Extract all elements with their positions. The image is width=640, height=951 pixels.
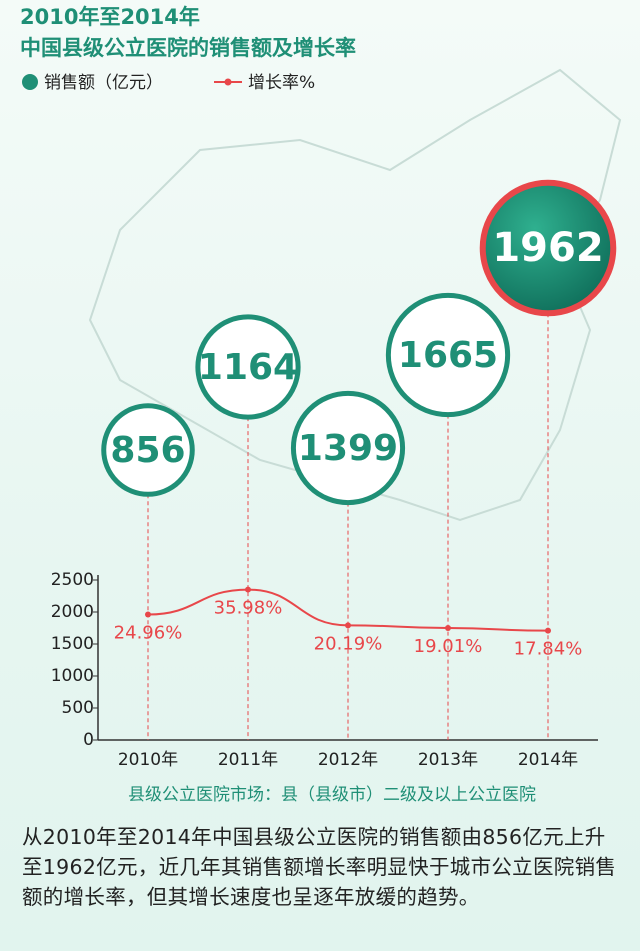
x-tick-label: 2013年 [418,750,478,770]
growth-point [145,611,151,618]
bubble-label: 1399 [298,428,398,469]
y-tick-label: 2500 [51,570,94,590]
growth-label: 19.01% [414,636,483,657]
chart-subtitle: 中国县级公立医院的销售额及增长率 [20,36,356,60]
legend-swatch [22,74,38,90]
y-tick-label: 1500 [51,634,94,654]
map-outline [88,68,622,522]
growth-point [545,627,551,634]
bubble-label: 1665 [398,335,498,376]
growth-label: 17.84% [514,639,583,660]
description: 从2010年至2014年中国县级公立医院的销售额由856亿元上升至1962亿元，… [22,825,617,909]
growth-label: 20.19% [314,633,383,654]
bubble-label: 856 [110,430,185,471]
growth-label: 35.98% [214,598,283,619]
x-tick-label: 2010年 [118,750,178,770]
growth-label: 24.96% [114,623,183,644]
y-tick-label: 1000 [51,666,94,686]
bubble-label: 1164 [198,347,298,388]
bubble [290,390,406,506]
bubble-label: 1962 [492,225,603,271]
legend-label: 销售额（亿元） [44,73,163,93]
x-tick-label: 2012年 [318,750,378,770]
growth-point [445,625,451,632]
y-tick-label: 2000 [51,602,94,622]
y-tick-label: 0 [83,730,94,750]
bubble [479,179,617,317]
x-tick-label: 2011年 [218,750,278,770]
bubble [385,292,511,418]
bubble [101,403,195,497]
growth-point [345,622,351,629]
legend-label: 增长率% [248,73,315,93]
x-tick-label: 2014年 [518,750,578,770]
legend-swatch [224,78,232,86]
y-tick-label: 500 [62,698,94,718]
note: 县级公立医院市场：县（县级市）二级及以上公立医院 [128,785,536,805]
growth-point [245,586,251,593]
chart-title: 2010年至2014年 [20,5,200,29]
bubble [195,314,301,420]
chart: 2010年至2014年 中国县级公立医院的销售额及增长率 销售额（亿元） 增长率… [20,5,622,805]
